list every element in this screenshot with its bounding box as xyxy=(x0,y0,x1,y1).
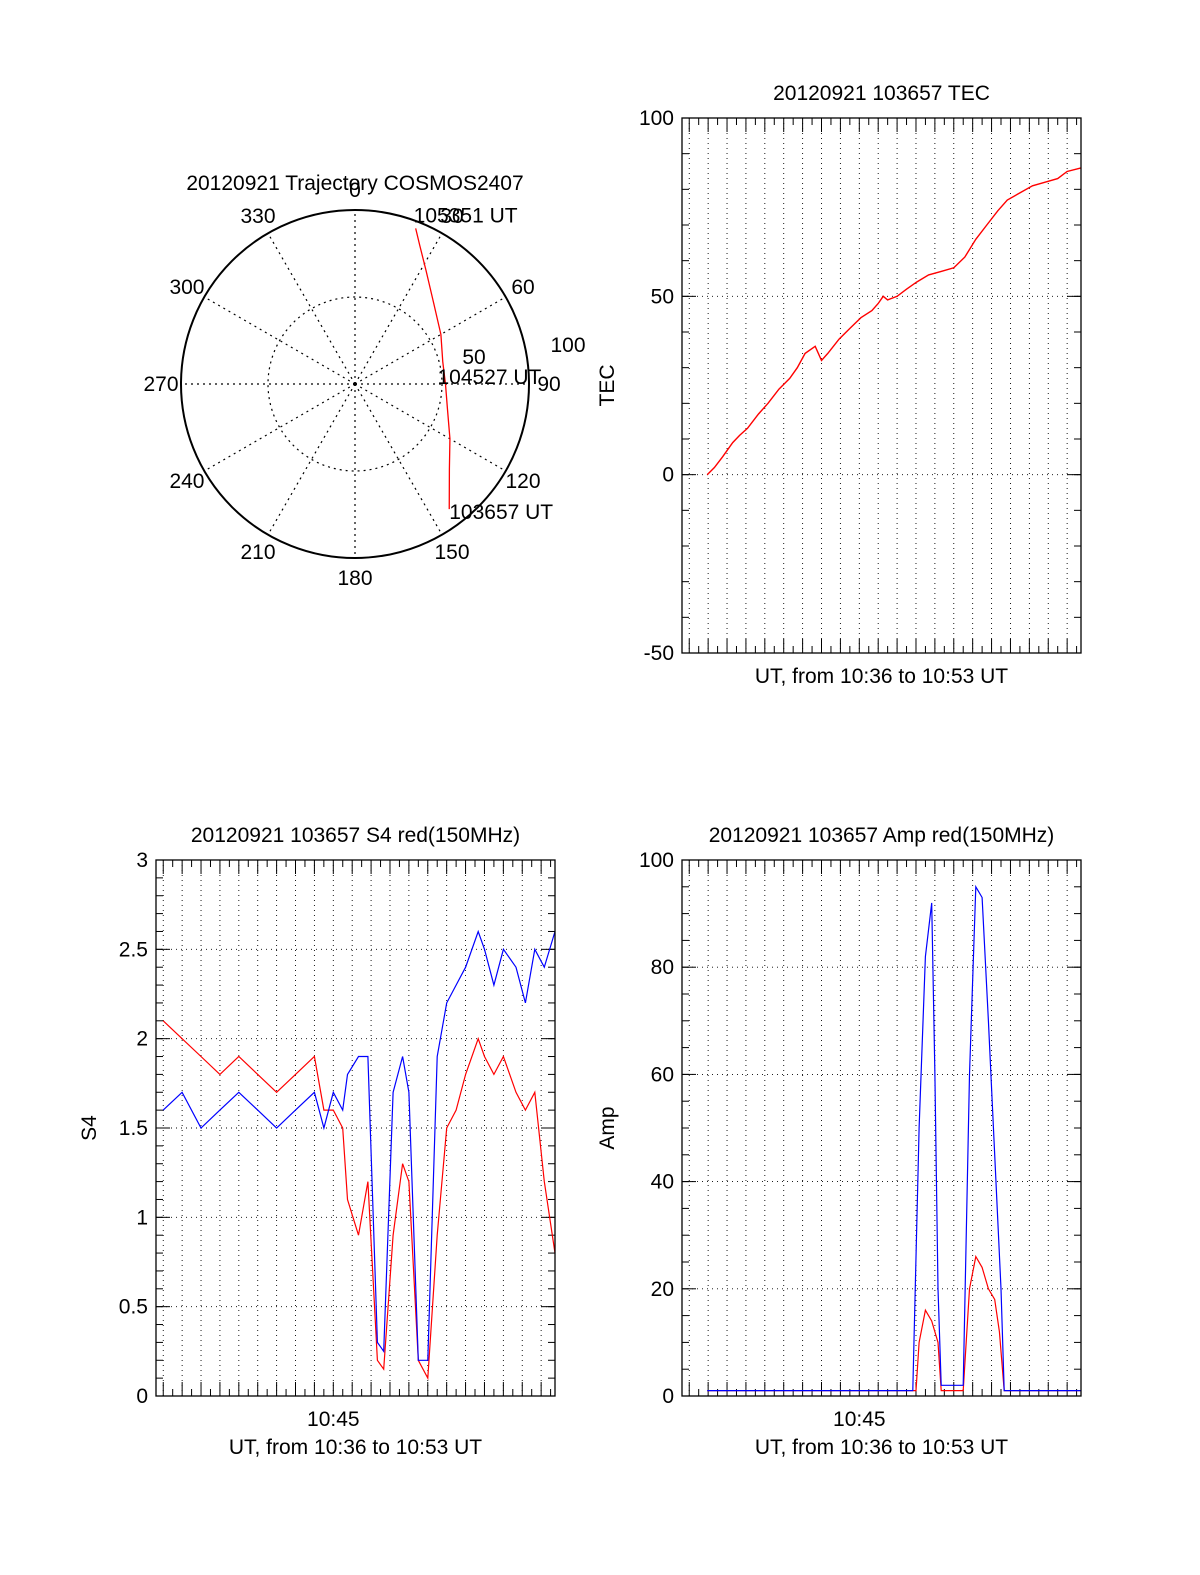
trajectory-time-annotation: 104527 UT xyxy=(437,366,541,389)
x-tick-label: 10:45 xyxy=(307,1408,360,1431)
y-tick-label: 2 xyxy=(136,1028,148,1051)
y-axis-label: Amp xyxy=(596,1106,619,1149)
polar-spoke xyxy=(354,233,443,385)
y-tick-label: 20 xyxy=(651,1278,674,1301)
polar-outer-circle xyxy=(180,209,530,559)
polar-spoke xyxy=(204,383,356,472)
y-tick-label: 2.5 xyxy=(119,938,148,961)
polar-spoke xyxy=(354,296,506,385)
y-tick-label: -50 xyxy=(644,642,674,665)
x-axis-label: UT, from 10:36 to 10:53 UT xyxy=(229,1436,482,1459)
y-tick-label: 0.5 xyxy=(119,1296,148,1319)
y-tick-label: 1 xyxy=(136,1206,148,1229)
angle-tick-label: 270 xyxy=(143,373,178,396)
x-tick-label: 10:45 xyxy=(833,1408,886,1431)
angle-tick-label: 90 xyxy=(537,373,560,396)
y-tick-label: 60 xyxy=(651,1063,674,1086)
angle-tick-label: 30 xyxy=(440,205,463,228)
y-tick-label: 100 xyxy=(639,849,674,872)
angle-tick-label: 210 xyxy=(240,541,275,564)
series-line-2 xyxy=(162,929,556,1361)
x-axis-label: UT, from 10:36 to 10:53 UT xyxy=(755,1436,1008,1459)
y-tick-label: 1.5 xyxy=(119,1117,148,1140)
angle-tick-label: 150 xyxy=(434,541,469,564)
trajectory-time-annotation: 105351 UT xyxy=(414,204,518,227)
chart-title: 20120921 103657 TEC xyxy=(773,82,990,105)
y-tick-label: 40 xyxy=(651,1171,674,1194)
polar-spoke xyxy=(354,383,443,535)
angle-tick-label: 60 xyxy=(511,276,534,299)
angle-tick-label: 240 xyxy=(169,470,204,493)
radius-tick-label: 50 xyxy=(462,346,485,369)
series-line-1 xyxy=(162,1020,556,1381)
polar-spoke xyxy=(204,296,356,385)
trajectory-line xyxy=(415,228,451,510)
series-line-2 xyxy=(707,884,1081,1392)
polar-grid-circle xyxy=(267,296,443,472)
polar-spoke xyxy=(267,233,356,385)
series-line-1 xyxy=(707,1254,1081,1392)
plot-frame xyxy=(155,859,556,1397)
tec-chart: 20120921 103657 TEC -50 0 50 100 UT, from 10:… xyxy=(596,82,1082,688)
polar-spoke xyxy=(354,383,506,472)
y-tick-label: 50 xyxy=(651,285,674,308)
y-tick-label: 0 xyxy=(662,464,674,487)
angle-tick-label: 180 xyxy=(337,567,372,590)
y-tick-label: 3 xyxy=(136,849,148,872)
y-axis-label: S4 xyxy=(78,1115,101,1141)
series-line-1 xyxy=(706,167,1082,476)
y-tick-label: 0 xyxy=(136,1385,148,1408)
radius-tick-label: 100 xyxy=(550,334,585,357)
polar-spoke xyxy=(267,383,356,535)
angle-tick-label: 300 xyxy=(169,276,204,299)
amp-chart: 20120921 103657 Amp red(150MHz) 0 20 40 60 80… xyxy=(596,824,1082,1459)
y-tick-label: 100 xyxy=(639,107,674,130)
angle-tick-label: 0 xyxy=(349,179,361,202)
s4-chart: 20120921 103657 S4 red(150MHz) 0 0.5 1 1.5 2 2… xyxy=(78,824,556,1459)
chart-title: 20120921 103657 S4 red(150MHz) xyxy=(191,824,520,847)
angle-tick-label: 120 xyxy=(505,470,540,493)
chart-title: 20120921 Trajectory COSMOS2407 xyxy=(186,172,523,195)
trajectory-time-annotation: 103657 UT xyxy=(449,501,553,524)
y-tick-label: 80 xyxy=(651,956,674,979)
y-axis-label: TEC xyxy=(596,365,619,407)
angle-tick-label: 330 xyxy=(240,205,275,228)
chart-title: 20120921 103657 Amp red(150MHz) xyxy=(709,824,1055,847)
x-axis-label: UT, from 10:36 to 10:53 UT xyxy=(755,665,1008,688)
y-tick-label: 0 xyxy=(662,1385,674,1408)
plot-frame xyxy=(681,117,1082,654)
plot-frame xyxy=(681,859,1082,1397)
